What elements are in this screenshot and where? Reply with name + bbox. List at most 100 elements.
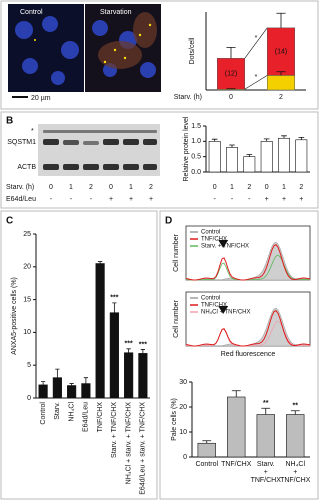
y-tick-label: 10 (23, 329, 31, 336)
annotation: ** (263, 400, 269, 407)
row-value: 2 (247, 184, 251, 191)
row-value: 1 (230, 184, 234, 191)
error-bar (246, 154, 253, 157)
bar (138, 353, 148, 399)
bar (208, 141, 221, 173)
row-value: 0 (109, 184, 113, 191)
x-tick-label: Control (40, 402, 47, 425)
y-tick-label: 0.5 (191, 154, 201, 161)
y-axis-label: Cell number (173, 233, 180, 271)
x-tick-label: Starv. + TNF/CHX (111, 402, 118, 458)
plot-frame (185, 291, 311, 347)
bar (67, 385, 77, 399)
error-bar (83, 377, 89, 384)
row-value: 1 (129, 184, 133, 191)
y-tick-label: 25 (23, 231, 31, 238)
bar (52, 377, 62, 399)
error-bar (281, 135, 287, 139)
row-label: E64d/Leu (6, 196, 36, 203)
x-tick-label: 2 (279, 94, 283, 101)
error-bar (290, 410, 300, 415)
panel-frame (159, 210, 319, 500)
x-tick-label: NH₄Cl + starv. + TNF/CHX (125, 402, 132, 485)
bar-segment (217, 58, 245, 90)
bar (197, 442, 216, 458)
bar (278, 137, 290, 173)
y-tick-label: 0 (27, 395, 31, 402)
row-value: + (149, 196, 153, 203)
panel-frame (0, 111, 319, 209)
band-marker: * (31, 128, 34, 135)
y-tick-label: 0.0 (191, 169, 201, 176)
legend-label: NH₄Cl + TNF/CHX (201, 310, 251, 316)
error-bar (211, 138, 218, 142)
histogram-curve (185, 310, 311, 347)
y-axis-label: ANXA5-positive cells (%) (11, 277, 18, 355)
histogram-curve (185, 244, 311, 281)
y-tick-label: 0 (183, 454, 187, 461)
comparison-line (244, 75, 268, 90)
y-tick-label: 30 (179, 379, 187, 386)
legend-label: TNF/CHX (201, 303, 227, 309)
y-tick-label: 20 (179, 404, 187, 411)
row-value: 2 (89, 184, 93, 191)
y-tick-label: 10 (179, 429, 187, 436)
error-bar (261, 407, 271, 415)
row-value: - (231, 196, 234, 203)
error-bar (97, 261, 103, 264)
panel-label: C (6, 216, 13, 227)
error-bar (40, 381, 46, 385)
x-tick-label: E64d/Leu + starv. + TNF/CHX (140, 402, 147, 495)
x-tick-label: NH₄Cl + TNF/CHX (280, 461, 311, 484)
legend-label: Control (201, 296, 220, 302)
x-tick-label: TNF/CHX (97, 402, 104, 433)
bar (124, 352, 134, 399)
legend-label: TNF/CHX (201, 237, 227, 243)
annotation: *** (139, 341, 147, 348)
y-tick-label: 15 (23, 296, 31, 303)
error-bar (229, 144, 235, 148)
y-tick-label: 5 (27, 362, 31, 369)
row-value: + (265, 196, 269, 203)
bar (226, 147, 238, 173)
micrograph (8, 4, 161, 98)
error-bar (226, 46, 236, 59)
row-value: + (282, 196, 286, 203)
row-value: 0 (213, 184, 217, 191)
error-bar (231, 390, 241, 397)
error-bar (263, 138, 270, 142)
row-value: 0 (49, 184, 53, 191)
x-tick-label: 0 (229, 94, 233, 101)
row-value: - (248, 196, 251, 203)
panel-label: B (6, 116, 13, 127)
panel-label: D (165, 216, 172, 227)
y-axis-label: Dots/cell (189, 37, 196, 64)
y-axis-label: Cell number (173, 299, 180, 337)
y-axis-label: Relative protein level (183, 116, 190, 181)
plot-frame (185, 225, 311, 281)
bar (295, 139, 308, 173)
annotation: (14) (275, 48, 287, 55)
panel-frame (0, 0, 319, 110)
x-axis-label: Red fluorescence (221, 351, 276, 358)
error-bar (298, 136, 305, 140)
error-bar (69, 383, 74, 386)
micrograph-label: Control (20, 9, 43, 16)
band-label: ACTB (17, 164, 36, 171)
row-label: Starv. (h) (6, 184, 34, 191)
comparison-label: * (255, 35, 258, 42)
arrowhead (218, 306, 229, 314)
error-bar (276, 12, 286, 28)
bar (38, 384, 48, 399)
bar (286, 414, 305, 458)
y-axis-label: Pale cells (%) (171, 398, 178, 441)
micrograph-label: Starvation (100, 9, 132, 16)
row-value: + (129, 196, 133, 203)
legend-label: Control (201, 230, 220, 236)
row-value: + (109, 196, 113, 203)
legend-label: Starv. + TNF/CHX (201, 244, 249, 250)
row-value: - (50, 196, 53, 203)
bar (227, 396, 246, 458)
band-label: SQSTM1 (7, 139, 36, 146)
